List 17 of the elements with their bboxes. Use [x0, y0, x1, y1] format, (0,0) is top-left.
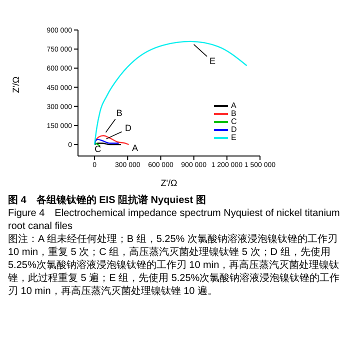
line-series — [94, 40, 248, 146]
annotation: C — [94, 144, 102, 154]
legend-label: E — [231, 133, 236, 142]
annotation: B — [116, 108, 122, 118]
annotation: E — [210, 56, 216, 66]
legend-label: C — [231, 117, 237, 126]
text: 图注：A 组未经任何处理；B 组，5.25% 次氯酸钠溶液浸泡镍钛锉的工作刃 10 min，重复 5 次；C 组，高压蒸汽灭菌处理镍钛锉 5 次；D 组，先使用 5.25%次氯酸钠溶液浸泡镍钛锉的工作刃 10 min，再高压蒸汽灭菌处理镍钛锉，此过程重复 5 遍；E 组，先使用 5.25%次氯酸钠溶液浸泡镍钛锉的工作刃 10 min，再高压蒸汽灭菌处理镍钛锉 10 遍。 — [8, 233, 341, 298]
annotation: A — [132, 142, 138, 153]
y-axis-title: Z'/Ω — [11, 76, 22, 93]
line-series — [94, 135, 130, 146]
x-axis-title: Z'/Ω — [160, 178, 178, 188]
legend-label: D — [231, 125, 237, 134]
legend-label: A — [231, 101, 236, 110]
caption: 图 4 各组镍钛锉的 EIS 阻抗谱 Nyquiest 图 — [8, 194, 207, 207]
legend-label: B — [231, 109, 236, 118]
caption: Figure 4 Electrochemical impedance spectrum Nyquiest of nickel titanium root canal files — [8, 207, 341, 233]
annotation: D — [125, 123, 132, 134]
